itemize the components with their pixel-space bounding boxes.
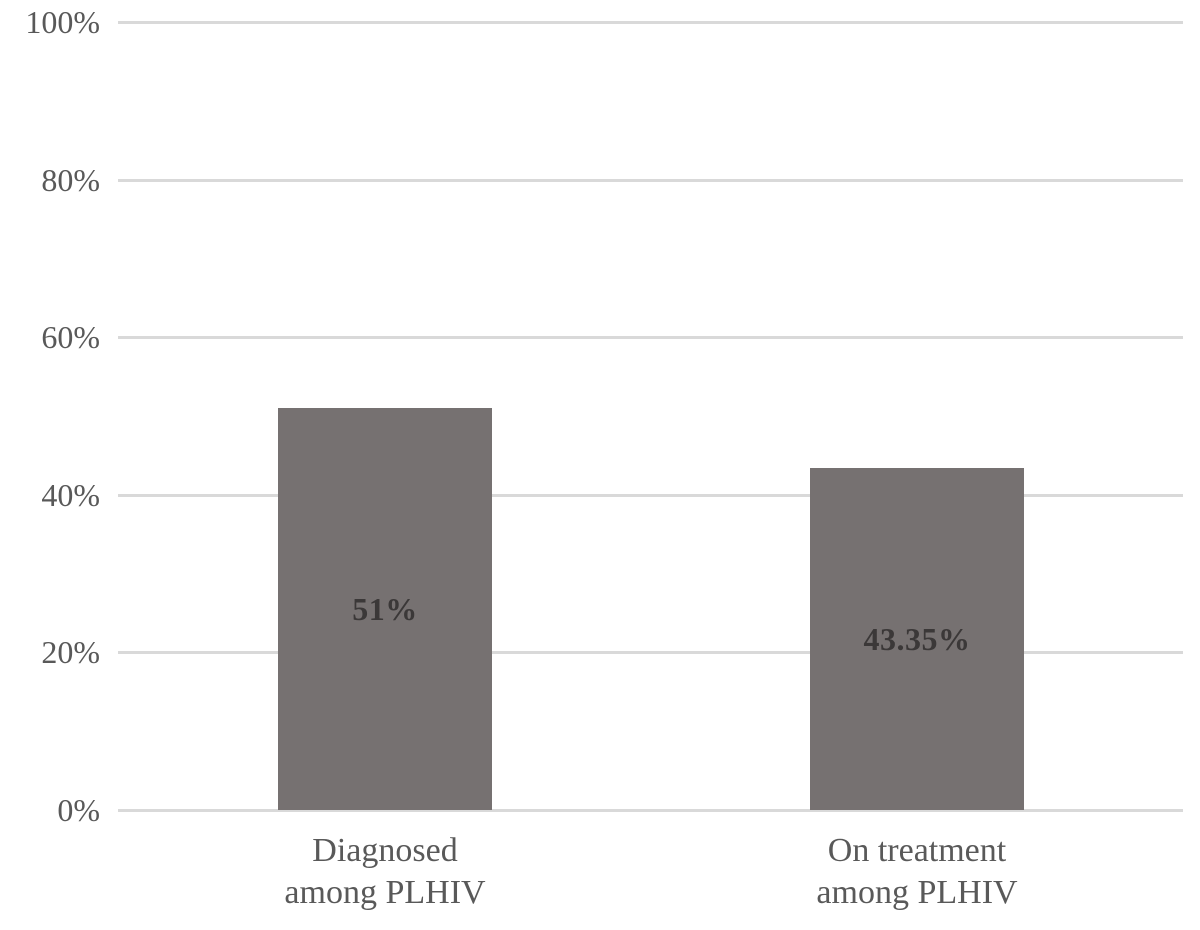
gridline-60: [118, 336, 1183, 340]
bar-on-treatment-among-plhiv: 43.35%: [810, 468, 1024, 810]
x-axis-label-line: among PLHIV: [816, 874, 1018, 911]
y-axis-tick-label-80: 80%: [41, 161, 100, 198]
gridline-0: [118, 809, 1183, 812]
y-axis-tick-label-100: 100%: [25, 4, 100, 40]
y-axis-tick-label-60: 60%: [41, 319, 100, 356]
x-axis-label-line: among PLHIV: [284, 874, 486, 911]
gridline-40: [118, 493, 1183, 497]
bar-value-label-on-treatment: 43.35%: [863, 620, 971, 657]
x-axis-label-diagnosed-among-plhiv: Diagnosed among PLHIV: [235, 830, 535, 914]
x-axis-label-line: On treatment: [827, 832, 1007, 869]
gridline-80: [118, 178, 1183, 182]
bar-diagnosed-among-plhiv: 51%: [278, 408, 492, 810]
y-axis-tick-label-40: 40%: [41, 476, 100, 513]
x-axis-label-line: Diagnosed: [312, 832, 458, 869]
y-axis-tick-label-0: 0%: [57, 792, 100, 828]
x-axis-label-on-treatment-among-plhiv: On treatment among PLHIV: [767, 830, 1067, 914]
y-axis-tick-label-20: 20%: [41, 634, 100, 671]
plot-area: 51% 43.35%: [118, 21, 1183, 812]
bar-value-label-diagnosed: 51%: [352, 590, 418, 627]
gridline-100: [118, 21, 1183, 24]
gridline-20: [118, 651, 1183, 655]
